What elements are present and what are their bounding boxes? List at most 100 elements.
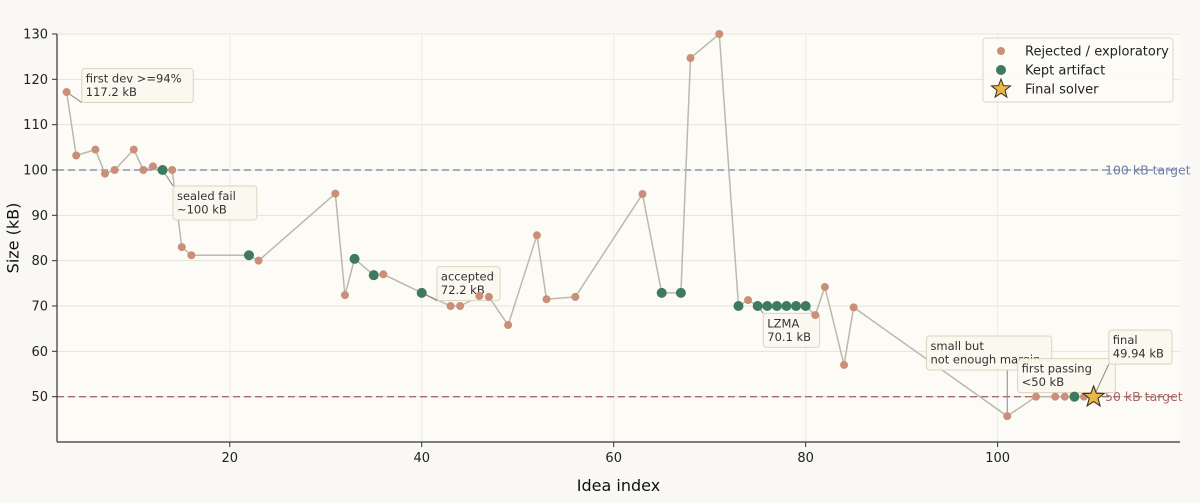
reference-line-label: 100 kB target	[1105, 163, 1191, 178]
annotation-label: sealed fail	[177, 189, 236, 203]
legend-marker-rejected	[997, 47, 1005, 55]
kept-point	[1069, 391, 1080, 402]
legend-box	[982, 37, 1174, 103]
rejected-point	[484, 292, 493, 301]
rejected-point	[686, 54, 695, 63]
kept-point	[752, 301, 763, 311]
kept-point	[791, 301, 802, 311]
rejected-point	[840, 360, 849, 369]
x-tick-label: 80	[797, 451, 814, 466]
annotation-label: small but	[930, 339, 984, 353]
rejected-point	[744, 296, 753, 305]
kept-point	[157, 165, 168, 175]
x-tick-label: 60	[605, 451, 622, 466]
rejected-point	[340, 291, 349, 300]
rejected-point	[129, 145, 138, 154]
legend: Rejected / exploratory Kept artifact Final…	[982, 37, 1174, 103]
kept-point	[349, 253, 360, 264]
kept-point	[243, 250, 254, 261]
rejected-point	[446, 302, 455, 310]
y-tick-label: 90	[31, 209, 48, 224]
rejected-point	[820, 282, 829, 291]
annotation-box	[436, 266, 501, 302]
annotation-box	[172, 185, 258, 221]
reference-lines: 100 kB target 50 kB target	[57, 163, 1191, 404]
rejected-point	[638, 190, 647, 199]
rejected-point	[62, 88, 71, 97]
rejected-point	[1060, 392, 1069, 401]
annotation-label: final	[1113, 333, 1138, 347]
rejected-point	[542, 295, 551, 304]
points	[62, 30, 1106, 421]
kept-point	[733, 301, 744, 311]
y-tick-label: 100	[23, 164, 48, 179]
y-tick-label: 80	[31, 254, 48, 269]
rejected-point	[72, 151, 81, 160]
annotation-label: <50 kB	[1022, 375, 1065, 389]
rejected-point	[571, 292, 580, 301]
rejected-point	[177, 243, 186, 252]
y-tick-label: 70	[31, 300, 48, 315]
kept-point	[656, 287, 667, 298]
rejected-point	[849, 303, 858, 312]
axes	[56, 34, 1180, 443]
rejected-point	[715, 30, 724, 38]
annotation: first dev >=94%117.2 kB	[66, 68, 194, 104]
rejected-point	[91, 145, 100, 154]
rejected-point	[187, 251, 196, 260]
rejected-point	[168, 166, 177, 174]
x-axis-title: Idea index	[577, 476, 660, 495]
legend-label: Final solver	[1025, 83, 1099, 98]
rejected-point	[532, 231, 541, 240]
annotation-label: accepted	[441, 270, 494, 284]
rejected-point	[1003, 412, 1012, 421]
x-tick-label: 40	[413, 451, 430, 466]
annotation-label: 72.2 kB	[441, 283, 485, 297]
annotation: first passing<50 kB	[1017, 358, 1116, 397]
annotation-box	[1017, 358, 1116, 394]
ticks: 50 60 70 80 90 100 110 120 130 20 40 60 80 100	[23, 28, 1010, 467]
rejected-point	[504, 321, 513, 330]
kept-point	[416, 287, 427, 298]
y-axis-title: Size (kB)	[4, 203, 23, 274]
rejected-point	[811, 311, 820, 320]
y-tick-label: 50	[31, 390, 48, 405]
rejected-point	[475, 292, 484, 301]
grid	[57, 33, 1180, 442]
annotation-label: first dev >=94%	[86, 72, 182, 86]
kept-point	[368, 270, 379, 281]
rejected-point	[148, 162, 157, 171]
annotations: first dev >=94%117.2 kB sealed fail~100 k…	[66, 68, 1173, 417]
rejected-point	[110, 166, 119, 174]
annotation-box	[81, 68, 194, 104]
rejected-point	[1051, 392, 1060, 401]
rejected-point	[456, 302, 465, 310]
legend-label: Rejected / exploratory	[1025, 45, 1169, 60]
rejected-point	[100, 169, 109, 178]
reference-line-label: 50 kB target	[1105, 389, 1183, 404]
annotation-label: 117.2 kB	[86, 85, 137, 99]
legend-marker-final	[990, 77, 1012, 99]
annotation-box	[762, 312, 821, 348]
rejected-point	[1032, 392, 1041, 401]
kept-point	[800, 301, 811, 311]
annotation-label: first passing	[1022, 362, 1092, 376]
final-point	[1081, 384, 1106, 408]
y-tick-label: 130	[23, 28, 48, 43]
rejected-point	[254, 256, 263, 265]
annotation-label: ~100 kB	[177, 202, 227, 216]
x-tick-label: 20	[221, 451, 238, 466]
y-tick-label: 110	[23, 118, 48, 133]
x-tick-label: 100	[985, 451, 1010, 466]
annotation-box	[1108, 329, 1173, 365]
kept-point	[675, 287, 686, 298]
kept-point	[771, 301, 782, 311]
kept-point	[781, 301, 792, 311]
y-tick-label: 120	[23, 73, 48, 88]
annotation-label: 49.94 kB	[1113, 347, 1164, 361]
legend-marker-kept	[996, 65, 1006, 75]
